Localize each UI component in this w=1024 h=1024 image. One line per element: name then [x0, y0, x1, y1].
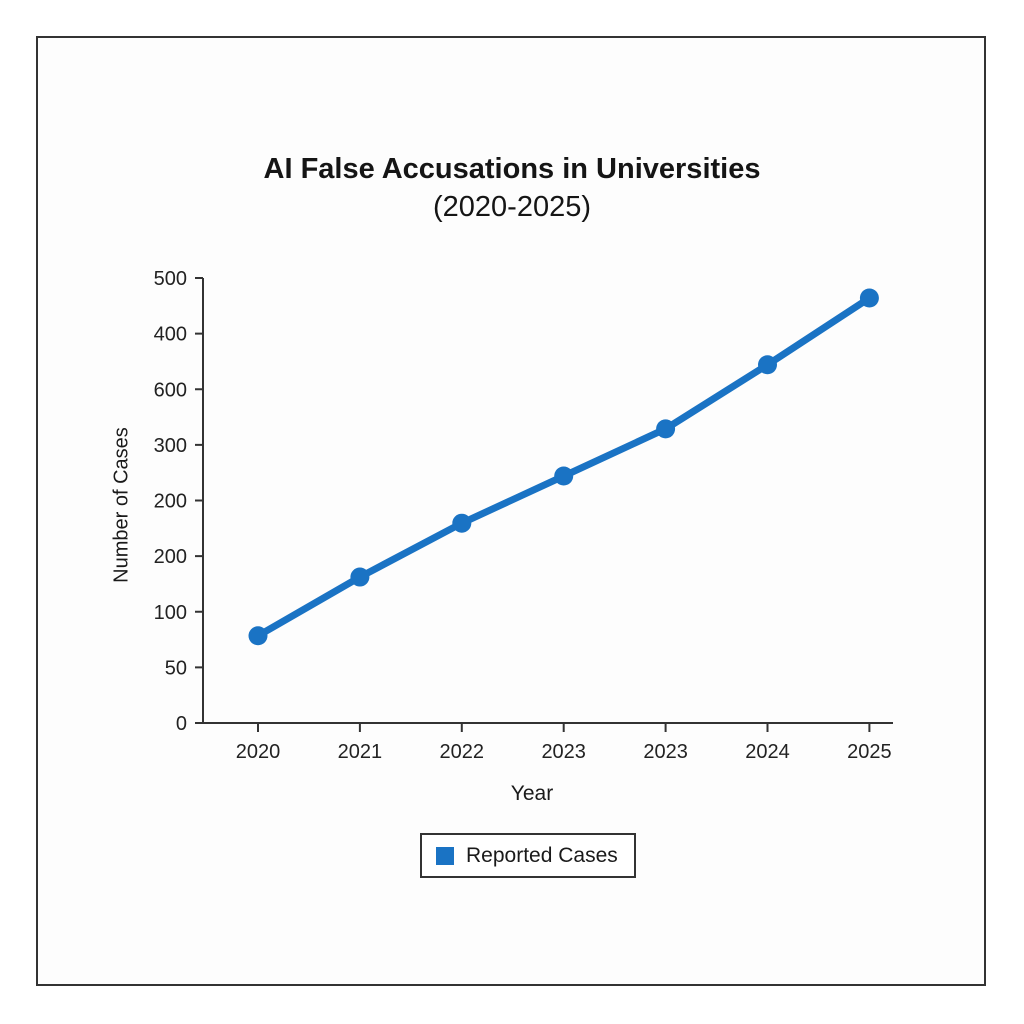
x-tick-label: 2025: [847, 741, 892, 763]
x-tick-label: 2021: [338, 741, 383, 763]
legend-label: Reported Cases: [466, 843, 618, 867]
y-tick-label: 600: [154, 379, 187, 401]
y-tick-label: 100: [154, 602, 187, 624]
data-point-marker: [554, 466, 574, 486]
x-axis-label: Year: [510, 782, 554, 805]
y-tick-label: 300: [154, 435, 187, 457]
y-tick-label: 50: [165, 657, 187, 679]
chart-title: AI False Accusations in Universities (20…: [0, 150, 1024, 226]
x-tick-label: 2022: [440, 741, 485, 763]
chart-title-line1: AI False Accusations in Universities: [263, 153, 761, 185]
data-point-marker: [758, 355, 777, 375]
legend: Reported Cases: [420, 833, 636, 878]
data-point-marker: [452, 513, 472, 533]
y-tick-label: 400: [154, 324, 187, 346]
x-tick-label: 2023: [541, 741, 586, 763]
data-point-marker: [859, 288, 879, 308]
y-tick-label: 0: [176, 713, 187, 735]
x-tick-label: 2020: [236, 741, 281, 763]
x-tick-label: 2024: [745, 741, 790, 763]
chart-title-line2: (2020-2025): [433, 191, 591, 223]
data-point-marker: [248, 626, 268, 646]
y-tick-label: 200: [154, 546, 187, 568]
data-point-marker: [350, 567, 370, 587]
y-tick-label: 200: [154, 491, 187, 513]
y-tick-label: 500: [154, 268, 187, 290]
legend-swatch-icon: [436, 846, 454, 865]
data-point-marker: [656, 419, 676, 439]
x-tick-label: 2023: [643, 741, 688, 763]
chart-frame: [36, 36, 986, 986]
